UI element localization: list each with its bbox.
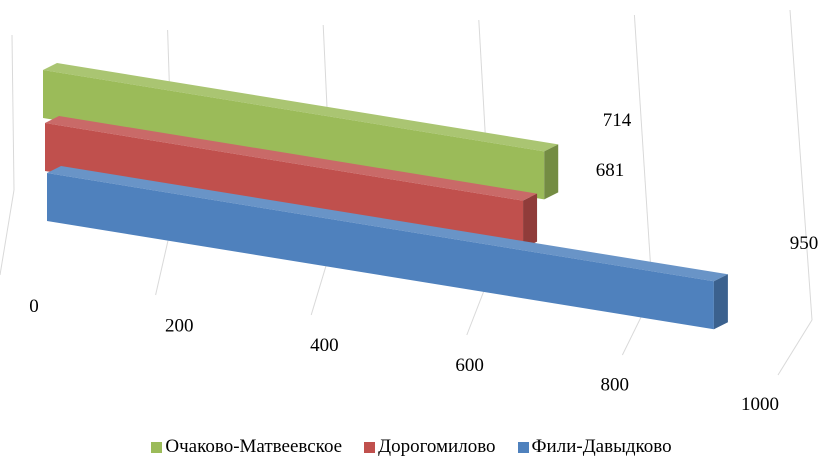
bar (43, 63, 559, 200)
bar-top (45, 116, 538, 201)
legend-item: Фили-Давыдково (517, 436, 672, 458)
legend-item: Дорогомилово (364, 436, 496, 458)
bar (45, 116, 538, 249)
x-tick-label: 400 (310, 335, 339, 356)
data-label: 681 (596, 160, 625, 181)
bar-end (713, 274, 728, 330)
x-tick-label: 1000 (741, 394, 779, 415)
legend-swatch (517, 441, 529, 453)
data-label: 950 (790, 233, 819, 254)
x-tick-label: 200 (165, 316, 194, 337)
x-tick-label: 600 (455, 355, 484, 376)
x-tick-label: 0 (29, 296, 39, 317)
legend-swatch (364, 441, 376, 453)
bar-end (544, 144, 559, 200)
data-label: 714 (603, 110, 632, 131)
data-labels: 714 681 950 (596, 110, 819, 254)
bar-front (43, 70, 545, 200)
legend-label: Фили-Давыдково (531, 436, 672, 457)
legend-label: Дорогомилово (378, 436, 496, 457)
legend-swatch (151, 441, 163, 453)
gridline (777, 319, 813, 376)
bar-top (43, 63, 559, 152)
bar-front (47, 173, 714, 330)
bar-top (47, 166, 728, 282)
bar-end (523, 193, 538, 249)
legend: Очаково-Матвеевское Дорогомилово Фили-Да… (0, 436, 823, 458)
bar-front (45, 123, 524, 249)
gridline (11, 34, 15, 191)
bar (47, 166, 728, 330)
legend-label: Очаково-Матвеевское (165, 436, 343, 457)
axis-tick-labels: 0 200 400 600 800 1000 (29, 296, 779, 415)
gridline (789, 9, 813, 321)
x-tick-label: 800 (601, 374, 630, 395)
bars (43, 63, 728, 330)
gridline (0, 189, 15, 276)
legend-item: Очаково-Матвеевское (151, 436, 342, 458)
gridline (633, 14, 653, 295)
